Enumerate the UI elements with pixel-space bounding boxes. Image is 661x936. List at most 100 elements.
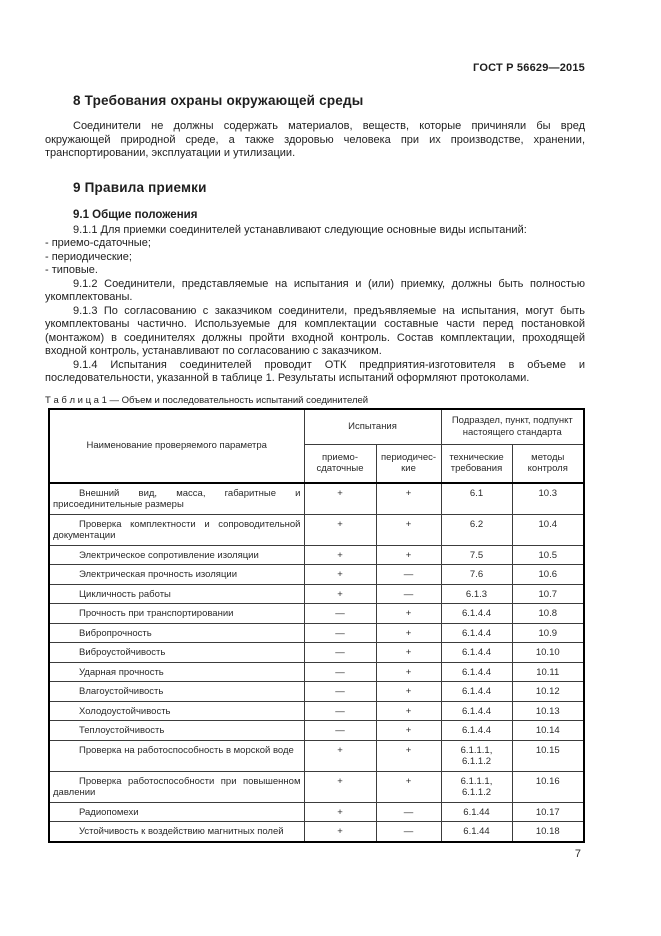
cell-param: Виброустойчивость [48, 642, 305, 663]
paragraph-9-1-2: 9.1.2 Соединители, представляемые на исп… [45, 277, 585, 304]
cell-methods: 10.3 [511, 482, 585, 515]
page-number: 7 [574, 848, 581, 860]
cell-periodic: — [375, 801, 442, 822]
table-row: Прочность при транспортировании — +6.1.4.4… [48, 603, 585, 624]
cell-param: Проверка комплектности и сопроводительно… [48, 513, 305, 546]
cell-tech: 6.1.4.4 [440, 622, 513, 643]
cell-methods: 10.10 [511, 642, 585, 663]
cell-tech: 6.1.1.1, 6.1.1.2 [440, 770, 513, 803]
cell-tech: 6.1 [440, 482, 513, 515]
cell-methods: 10.11 [511, 661, 585, 682]
cell-param: Устойчивость к воздействию магнитных пол… [48, 821, 305, 842]
tests-table-body: Внешний вид, масса, габаритные и присоед… [48, 482, 585, 842]
cell-periodic: + [375, 642, 442, 663]
section-8-paragraph: Соединители не должны содержать материал… [45, 120, 585, 159]
cell-param: Цикличность работы [48, 583, 305, 604]
table-row: Проверка работоспособности при повышенно… [48, 770, 585, 803]
cell-periodic: + [375, 661, 442, 682]
cell-tech: 6.1.4.4 [440, 661, 513, 682]
table-row: Внешний вид, масса, габаритные и присоед… [48, 482, 585, 515]
cell-acceptance: + [303, 801, 377, 822]
cell-tech: 7.5 [440, 544, 513, 565]
cell-methods: 10.7 [511, 583, 585, 604]
cell-param: Ударная прочность [48, 661, 305, 682]
cell-methods: 10.13 [511, 700, 585, 721]
cell-acceptance: — [303, 622, 377, 643]
bullet-typical: - типовые. [45, 264, 98, 276]
cell-tech: 6.1.3 [440, 583, 513, 604]
cell-methods: 10.14 [511, 720, 585, 741]
cell-methods: 10.16 [511, 770, 585, 803]
table-row: Проверка комплектности и сопроводительно… [48, 513, 585, 546]
cell-methods: 10.9 [511, 622, 585, 643]
table-row: Проверка на работоспособность в морской … [48, 739, 585, 772]
cell-acceptance: — [303, 661, 377, 682]
col-header-control-methods: методы контроля [511, 443, 585, 483]
cell-tech: 6.1.1.1, 6.1.1.2 [440, 739, 513, 772]
table-row: Холодоустойчивость — +6.1.4.4 10.13 [48, 700, 585, 721]
cell-tech: 6.1.4.4 [440, 681, 513, 702]
cell-acceptance: + [303, 770, 377, 803]
document-header: ГОСТ Р 56629—2015 [473, 62, 585, 74]
col-header-periodic: периодичес- кие [375, 443, 442, 483]
cell-param: Внешний вид, масса, габаритные и присоед… [48, 482, 305, 515]
section-9-1-title: 9.1 Общие положения [73, 208, 198, 221]
cell-acceptance: — [303, 603, 377, 624]
cell-periodic: + [375, 700, 442, 721]
cell-tech: 7.6 [440, 564, 513, 585]
cell-methods: 10.12 [511, 681, 585, 702]
table-row: Радиопомехи + —6.1.44 10.17 [48, 801, 585, 822]
cell-periodic: + [375, 622, 442, 643]
cell-param: Проверка на работоспособность в морской … [48, 739, 305, 772]
cell-periodic: — [375, 564, 442, 585]
table-row: Устойчивость к воздействию магнитных пол… [48, 821, 585, 842]
cell-acceptance: — [303, 700, 377, 721]
paragraph-9-1-4: 9.1.4 Испытания соединителей проводит ОТ… [45, 358, 585, 385]
table-row: Виброустойчивость — +6.1.4.4 10.10 [48, 642, 585, 663]
cell-param: Электрическая прочность изоляции [48, 564, 305, 585]
tests-table: Наименование проверяемого параметра Испы… [48, 407, 586, 843]
cell-tech: 6.1.4.4 [440, 720, 513, 741]
cell-tech: 6.2 [440, 513, 513, 546]
cell-tech: 6.1.4.4 [440, 642, 513, 663]
cell-periodic: + [375, 544, 442, 565]
tests-table-header: Наименование проверяемого параметра Испы… [48, 408, 585, 483]
table-row: Электрическая прочность изоляции + —7.6 10.… [48, 564, 585, 585]
section-8-title: 8 Требования охраны окружающей среды [73, 93, 364, 108]
col-group-tests: Испытания [303, 408, 442, 445]
paragraph-9-1-1: 9.1.1 Для приемки соединителей устанавли… [73, 223, 527, 236]
bullet-acceptance: - приемо-сдаточные; [45, 237, 151, 249]
cell-periodic: + [375, 603, 442, 624]
cell-periodic: + [375, 482, 442, 515]
table-row: Цикличность работы + —6.1.3 10.7 [48, 583, 585, 604]
cell-acceptance: — [303, 642, 377, 663]
cell-acceptance: + [303, 564, 377, 585]
cell-methods: 10.17 [511, 801, 585, 822]
cell-methods: 10.15 [511, 739, 585, 772]
cell-param: Проверка работоспособности при повышенно… [48, 770, 305, 803]
cell-periodic: + [375, 513, 442, 546]
cell-methods: 10.6 [511, 564, 585, 585]
cell-periodic: + [375, 720, 442, 741]
cell-param: Теплоустойчивость [48, 720, 305, 741]
table-row: Ударная прочность — +6.1.4.4 10.11 [48, 661, 585, 682]
col-header-parameter: Наименование проверяемого параметра [48, 408, 305, 483]
cell-acceptance: + [303, 482, 377, 515]
col-header-tech-requirements: технические требования [440, 443, 513, 483]
table-caption: Т а б л и ц а 1 — Объем и последовательн… [45, 394, 369, 406]
col-header-acceptance: приемо- сдаточные [303, 443, 377, 483]
cell-param: Прочность при транспортировании [48, 603, 305, 624]
cell-periodic: + [375, 681, 442, 702]
table-row: Влагоустойчивость — +6.1.4.4 10.12 [48, 681, 585, 702]
cell-acceptance: + [303, 583, 377, 604]
cell-param: Влагоустойчивость [48, 681, 305, 702]
col-group-standard: Подраздел, пункт, подпункт настоящего ст… [440, 408, 585, 445]
paragraph-9-1-3: 9.1.3 По согласованию с заказчиком соеди… [45, 304, 585, 358]
cell-acceptance: + [303, 821, 377, 842]
cell-param: Радиопомехи [48, 801, 305, 822]
cell-methods: 10.4 [511, 513, 585, 546]
bullet-periodic: - периодические; [45, 250, 132, 263]
cell-tech: 6.1.44 [440, 821, 513, 842]
section-9-title: 9 Правила приемки [73, 179, 207, 195]
